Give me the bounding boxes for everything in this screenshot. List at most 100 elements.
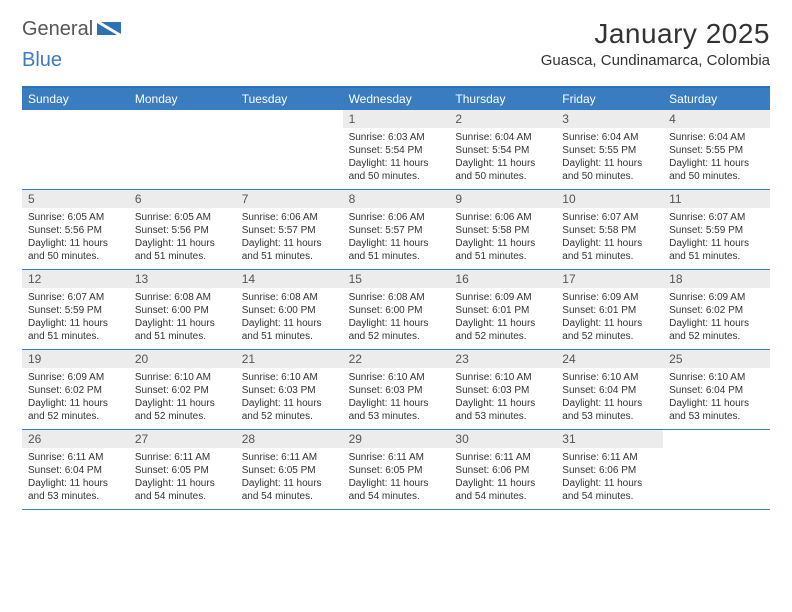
day-cell: 19Sunrise: 6:09 AMSunset: 6:02 PMDayligh… (22, 350, 129, 429)
day-number (22, 110, 129, 128)
week-row: 12Sunrise: 6:07 AMSunset: 5:59 PMDayligh… (22, 270, 770, 350)
sunset-text: Sunset: 6:05 PM (349, 464, 444, 477)
sunrise-text: Sunrise: 6:06 AM (455, 211, 550, 224)
sunset-text: Sunset: 6:03 PM (242, 384, 337, 397)
day-cell: 3Sunrise: 6:04 AMSunset: 5:55 PMDaylight… (556, 110, 663, 189)
day-events: Sunrise: 6:04 AMSunset: 5:54 PMDaylight:… (449, 128, 556, 189)
day-number: 4 (663, 110, 770, 128)
weekday-saturday: Saturday (663, 88, 770, 110)
daylight-text: Daylight: 11 hours and 51 minutes. (562, 237, 657, 263)
day-cell: 2Sunrise: 6:04 AMSunset: 5:54 PMDaylight… (449, 110, 556, 189)
sunset-text: Sunset: 6:00 PM (135, 304, 230, 317)
day-events: Sunrise: 6:11 AMSunset: 6:04 PMDaylight:… (22, 448, 129, 509)
sunrise-text: Sunrise: 6:11 AM (135, 451, 230, 464)
day-number: 2 (449, 110, 556, 128)
day-events: Sunrise: 6:11 AMSunset: 6:06 PMDaylight:… (556, 448, 663, 509)
daylight-text: Daylight: 11 hours and 54 minutes. (349, 477, 444, 503)
day-events: Sunrise: 6:10 AMSunset: 6:03 PMDaylight:… (449, 368, 556, 429)
day-cell: 28Sunrise: 6:11 AMSunset: 6:05 PMDayligh… (236, 430, 343, 509)
day-events: Sunrise: 6:11 AMSunset: 6:05 PMDaylight:… (129, 448, 236, 509)
day-events: Sunrise: 6:11 AMSunset: 6:05 PMDaylight:… (343, 448, 450, 509)
day-number: 19 (22, 350, 129, 368)
daylight-text: Daylight: 11 hours and 52 minutes. (455, 317, 550, 343)
daylight-text: Daylight: 11 hours and 54 minutes. (455, 477, 550, 503)
day-cell: 18Sunrise: 6:09 AMSunset: 6:02 PMDayligh… (663, 270, 770, 349)
day-cell: 21Sunrise: 6:10 AMSunset: 6:03 PMDayligh… (236, 350, 343, 429)
day-number: 1 (343, 110, 450, 128)
day-cell: 26Sunrise: 6:11 AMSunset: 6:04 PMDayligh… (22, 430, 129, 509)
day-cell: 29Sunrise: 6:11 AMSunset: 6:05 PMDayligh… (343, 430, 450, 509)
daylight-text: Daylight: 11 hours and 51 minutes. (669, 237, 764, 263)
logo-text-blue: Blue (22, 49, 62, 72)
daylight-text: Daylight: 11 hours and 53 minutes. (28, 477, 123, 503)
sunset-text: Sunset: 6:04 PM (562, 384, 657, 397)
weekday-thursday: Thursday (449, 88, 556, 110)
title-block: January 2025 Guasca, Cundinamarca, Colom… (541, 18, 770, 69)
day-cell (236, 110, 343, 189)
weeks-container: 1 Sunrise: 6:03 AM Sunset: 5:54 PM Daylight… (22, 110, 770, 510)
daylight-text: Daylight: 11 hours and 51 minutes. (349, 237, 444, 263)
sunset-text: Sunset: 6:05 PM (242, 464, 337, 477)
sunset-text: Sunset: 6:02 PM (28, 384, 123, 397)
day-cell (22, 110, 129, 189)
daylight-text: Daylight: 11 hours and 54 minutes. (242, 477, 337, 503)
day-number: 10 (556, 190, 663, 208)
day-events: Sunrise: 6:05 AMSunset: 5:56 PMDaylight:… (129, 208, 236, 269)
daylight-text: Daylight: 11 hours and 51 minutes. (455, 237, 550, 263)
sunset-text: Sunset: 5:54 PM (455, 144, 550, 157)
daylight-text: Daylight: 11 hours and 53 minutes. (455, 397, 550, 423)
day-cell: 1Sunrise: 6:03 AMSunset: 5:54 PMDaylight… (343, 110, 450, 189)
day-cell: 5Sunrise: 6:05 AMSunset: 5:56 PMDaylight… (22, 190, 129, 269)
sunset-text: Sunset: 6:02 PM (669, 304, 764, 317)
weekday-tuesday: Tuesday (236, 88, 343, 110)
sunset-text: Sunset: 6:00 PM (242, 304, 337, 317)
day-cell: 7Sunrise: 6:06 AMSunset: 5:57 PMDaylight… (236, 190, 343, 269)
sunset-text: Sunset: 6:03 PM (455, 384, 550, 397)
sunrise-text: Sunrise: 6:06 AM (349, 211, 444, 224)
day-cell: 13Sunrise: 6:08 AMSunset: 6:00 PMDayligh… (129, 270, 236, 349)
day-cell: 12Sunrise: 6:07 AMSunset: 5:59 PMDayligh… (22, 270, 129, 349)
sunset-text: Sunset: 5:59 PM (669, 224, 764, 237)
day-events: Sunrise: 6:08 AMSunset: 6:00 PMDaylight:… (236, 288, 343, 349)
day-number: 24 (556, 350, 663, 368)
day-cell: 31Sunrise: 6:11 AMSunset: 6:06 PMDayligh… (556, 430, 663, 509)
day-events: Sunrise: 6:10 AMSunset: 6:02 PMDaylight:… (129, 368, 236, 429)
sunset-text: Sunset: 5:56 PM (28, 224, 123, 237)
sunrise-text: Sunrise: 6:10 AM (562, 371, 657, 384)
day-cell (129, 110, 236, 189)
sunrise-text: Sunrise: 6:10 AM (242, 371, 337, 384)
sunrise-text: Sunrise: 6:08 AM (135, 291, 230, 304)
day-events: Sunrise: 6:11 AMSunset: 6:05 PMDaylight:… (236, 448, 343, 509)
day-cell: 15Sunrise: 6:08 AMSunset: 6:00 PMDayligh… (343, 270, 450, 349)
day-number (236, 110, 343, 128)
sunrise-text: Sunrise: 6:04 AM (669, 131, 764, 144)
daylight-text: Daylight: 11 hours and 50 minutes. (669, 157, 764, 183)
week-row: 19Sunrise: 6:09 AMSunset: 6:02 PMDayligh… (22, 350, 770, 430)
day-events: Sunrise: 6:07 AMSunset: 5:59 PMDaylight:… (663, 208, 770, 269)
sunrise-text: Sunrise: 6:03 AM (349, 131, 444, 144)
day-events: Sunrise: 6:10 AMSunset: 6:04 PMDaylight:… (663, 368, 770, 429)
sunset-text: Sunset: 5:59 PM (28, 304, 123, 317)
sunset-text: Sunset: 6:04 PM (28, 464, 123, 477)
sunset-text: Sunset: 5:57 PM (349, 224, 444, 237)
day-number: 20 (129, 350, 236, 368)
sunset-text: Sunset: 6:05 PM (135, 464, 230, 477)
sunrise-text: Sunrise: 6:08 AM (349, 291, 444, 304)
day-number: 3 (556, 110, 663, 128)
sunset-text: Sunset: 6:01 PM (562, 304, 657, 317)
daylight-text: Daylight: 11 hours and 52 minutes. (669, 317, 764, 343)
page-title: January 2025 (541, 18, 770, 50)
sunset-text: Sunset: 5:55 PM (562, 144, 657, 157)
logo-mark-icon (97, 19, 123, 38)
daylight-text: Daylight: 11 hours and 52 minutes. (135, 397, 230, 423)
day-events: Sunrise: 6:04 AMSunset: 5:55 PMDaylight:… (663, 128, 770, 189)
daylight-text: Daylight: 11 hours and 53 minutes. (349, 397, 444, 423)
day-cell: 17Sunrise: 6:09 AMSunset: 6:01 PMDayligh… (556, 270, 663, 349)
sunset-text: Sunset: 5:58 PM (562, 224, 657, 237)
daylight-text: Daylight: 11 hours and 52 minutes. (562, 317, 657, 343)
sunrise-text: Sunrise: 6:04 AM (455, 131, 550, 144)
sunrise-text: Sunrise: 6:11 AM (349, 451, 444, 464)
sunset-text: Sunset: 6:04 PM (669, 384, 764, 397)
logo: General (22, 18, 125, 41)
day-cell: 22Sunrise: 6:10 AMSunset: 6:03 PMDayligh… (343, 350, 450, 429)
